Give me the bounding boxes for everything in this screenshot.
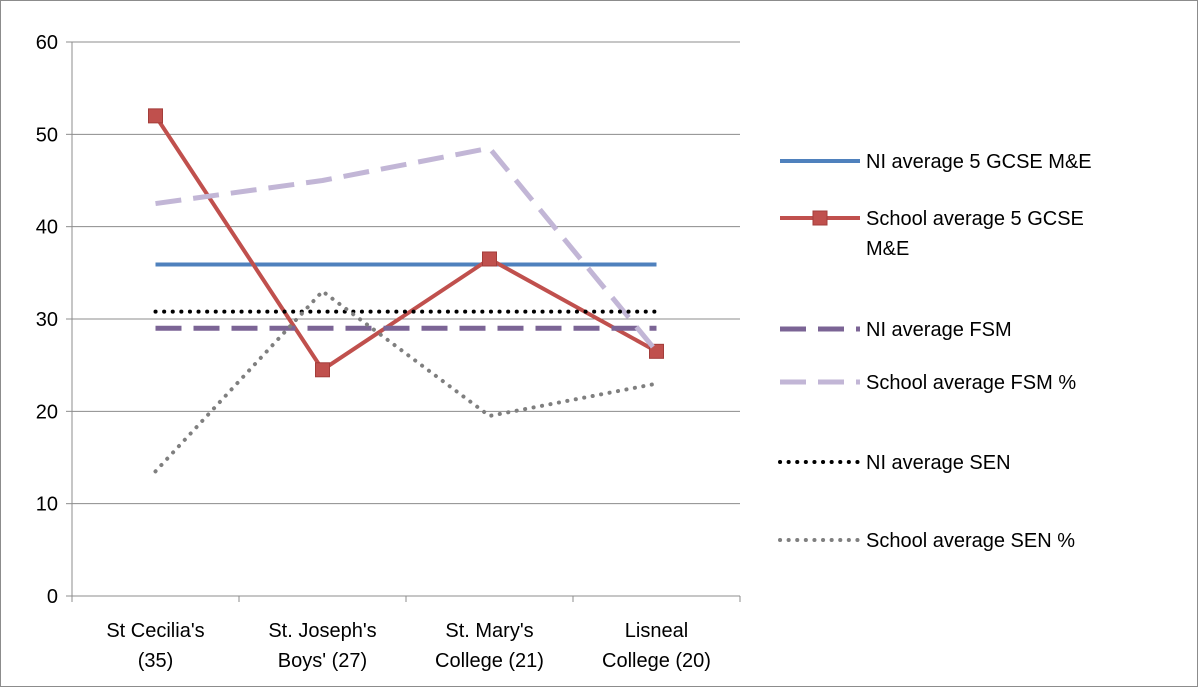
legend-label: School average FSM % (866, 372, 1076, 394)
legend-label: NI average 5 GCSE M&E (866, 151, 1092, 173)
x-tick-label: St Cecilia's (35) (106, 620, 204, 672)
data-point-marker (315, 362, 330, 378)
data-point-marker (482, 251, 497, 267)
y-tick-label: 20 (36, 401, 58, 423)
series-lines (148, 108, 664, 474)
series-line (153, 289, 659, 474)
x-tick-label: Lisneal College (20) (602, 620, 711, 672)
y-tick-label: 0 (47, 586, 58, 608)
legend-label: NI average FSM (866, 319, 1012, 341)
axes (66, 42, 740, 597)
series-line (153, 114, 658, 372)
x-tick-label: St. Mary's College (21) (435, 620, 544, 672)
legend-marker (812, 210, 828, 226)
legend-label: NI average SEN (866, 452, 1011, 474)
data-point-marker (148, 108, 163, 124)
legend: NI average 5 GCSE M&E School average 5 GC… (778, 151, 1092, 552)
y-tick-label: 60 (36, 32, 58, 54)
y-tick-label: 10 (36, 494, 58, 516)
y-tick-label: 40 (36, 217, 58, 239)
y-tick-label: 30 (36, 309, 58, 331)
legend-label: School average SEN % (866, 530, 1075, 552)
gridlines (72, 41, 740, 505)
y-tick-label: 50 (36, 124, 58, 146)
series-line (155, 145, 659, 353)
data-point-marker (649, 343, 664, 359)
x-tick-label: St. Joseph's Boys' (27) (268, 620, 376, 672)
x-axis-ticks: St Cecilia's (35) St. Joseph's Boys' (27) St… (71, 596, 741, 672)
legend-label: School average 5 GCSE M&E (866, 208, 1084, 260)
y-axis-ticks: 0 10 20 30 40 50 60 (36, 32, 72, 608)
